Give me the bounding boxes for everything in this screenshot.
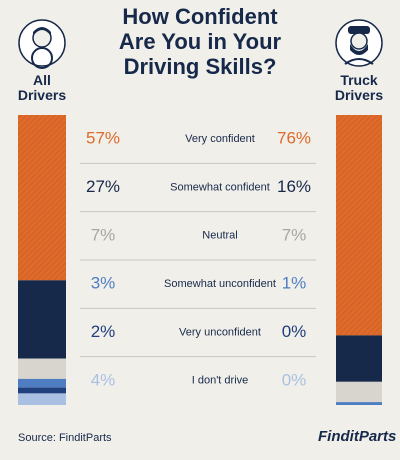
logo: FinditParts [318, 428, 397, 445]
data-label: 0% [282, 322, 307, 341]
data-label: 0% [282, 370, 307, 389]
bar-segment [18, 358, 66, 379]
bar-segment [18, 378, 66, 388]
data-label: 27% [86, 177, 120, 196]
category-label: Very confident [185, 133, 255, 145]
data-label: 76% [277, 129, 311, 148]
legend-entry: All Drivers [17, 72, 67, 103]
data-label: 7% [91, 225, 116, 244]
category-label: Very unconfident [179, 326, 261, 338]
bar-segment [18, 387, 66, 394]
bar-segment [336, 335, 382, 382]
chart-title: How Confident Are You in Your Driving Sk… [118, 4, 282, 79]
category-label: Somewhat unconfident [164, 278, 276, 290]
driver-icon [18, 19, 66, 69]
bar-segment [336, 381, 382, 403]
bar-segment [336, 402, 382, 405]
bar-segment [18, 115, 66, 281]
data-label: 57% [86, 129, 120, 148]
data-label: 3% [91, 274, 116, 293]
truck-driver-icon [335, 19, 383, 67]
data-label: 16% [277, 177, 311, 196]
data-label: 7% [282, 225, 307, 244]
source: Source: FinditParts [18, 432, 112, 444]
legend-entry: Truck Drivers [334, 72, 384, 103]
data-label: 4% [91, 370, 116, 389]
bar-segment [336, 115, 382, 336]
category-label: I don't drive [192, 375, 249, 387]
data-label: 1% [282, 274, 307, 293]
bar-segment [18, 393, 66, 405]
category-label: Somewhat confident [170, 181, 270, 193]
data-label: 2% [91, 322, 116, 341]
category-label: Neutral [202, 230, 237, 242]
bar-segment [18, 280, 66, 359]
